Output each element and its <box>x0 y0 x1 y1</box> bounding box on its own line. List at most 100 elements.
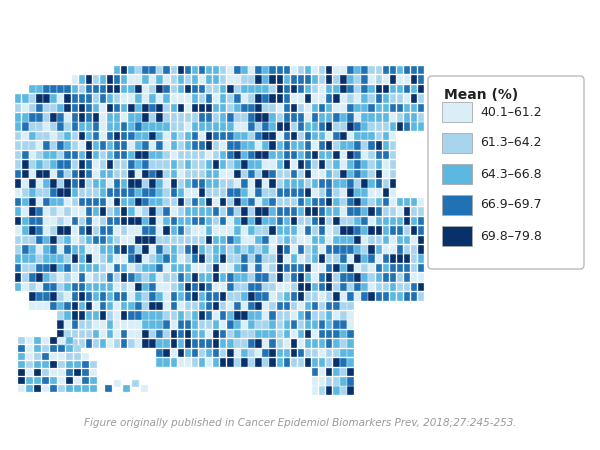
Bar <box>58 104 64 112</box>
Bar <box>333 141 340 150</box>
Bar <box>340 311 347 320</box>
Bar <box>397 292 403 301</box>
Bar <box>368 141 375 150</box>
Bar <box>163 75 170 84</box>
Bar <box>418 104 424 112</box>
Bar <box>50 245 57 253</box>
Bar <box>319 122 325 131</box>
Bar <box>347 235 353 244</box>
Bar <box>248 122 255 131</box>
Bar <box>58 151 64 159</box>
Bar <box>50 369 57 376</box>
Bar <box>142 283 149 291</box>
Bar <box>107 160 113 169</box>
Bar <box>157 132 163 140</box>
Bar <box>256 264 262 272</box>
Bar <box>206 179 212 188</box>
Bar <box>227 254 233 263</box>
Bar <box>389 160 396 169</box>
Bar <box>178 292 184 301</box>
Bar <box>170 302 177 310</box>
Bar <box>185 264 191 272</box>
Bar <box>256 349 262 357</box>
Bar <box>277 339 283 348</box>
Bar <box>397 198 403 207</box>
Bar <box>220 160 226 169</box>
Bar <box>29 302 35 310</box>
Bar <box>340 235 347 244</box>
Bar <box>149 302 156 310</box>
Bar <box>418 113 424 122</box>
Bar <box>269 254 276 263</box>
Bar <box>43 151 50 159</box>
Bar <box>213 226 220 235</box>
Bar <box>86 132 92 140</box>
Bar <box>234 339 241 348</box>
Bar <box>361 217 368 225</box>
Bar <box>26 345 33 352</box>
Bar <box>114 330 121 338</box>
Bar <box>170 122 177 131</box>
Bar <box>157 217 163 225</box>
Bar <box>58 292 64 301</box>
Bar <box>170 339 177 348</box>
Bar <box>256 302 262 310</box>
Bar <box>256 75 262 84</box>
Bar <box>29 283 35 291</box>
Bar <box>199 273 205 282</box>
Bar <box>248 235 255 244</box>
Bar <box>50 302 57 310</box>
Bar <box>277 85 283 93</box>
Bar <box>319 245 325 253</box>
Bar <box>114 273 121 282</box>
Bar <box>74 377 81 384</box>
Bar <box>149 151 156 159</box>
Bar <box>340 387 347 395</box>
Bar <box>220 151 226 159</box>
Bar <box>170 330 177 338</box>
Bar <box>114 339 121 348</box>
Bar <box>383 113 389 122</box>
Bar <box>149 273 156 282</box>
Bar <box>121 283 127 291</box>
Bar <box>71 320 78 329</box>
Bar <box>15 160 22 169</box>
Bar <box>397 85 403 93</box>
Bar <box>105 385 112 392</box>
Bar <box>234 235 241 244</box>
Bar <box>163 66 170 74</box>
Bar <box>277 273 283 282</box>
Bar <box>347 132 353 140</box>
Bar <box>305 132 311 140</box>
Bar <box>86 151 92 159</box>
Bar <box>361 198 368 207</box>
Bar <box>79 170 85 178</box>
Bar <box>58 369 65 376</box>
Bar <box>213 113 220 122</box>
Bar <box>411 292 417 301</box>
Bar <box>241 330 248 338</box>
Bar <box>107 104 113 112</box>
Bar <box>114 311 121 320</box>
Bar <box>79 85 85 93</box>
Bar <box>326 207 332 216</box>
Bar <box>411 245 417 253</box>
Bar <box>411 217 417 225</box>
Bar <box>227 292 233 301</box>
Bar <box>192 66 198 74</box>
Bar <box>100 273 106 282</box>
Bar <box>262 198 269 207</box>
Bar <box>15 207 22 216</box>
Bar <box>15 226 22 235</box>
Bar <box>26 337 33 344</box>
Bar <box>192 122 198 131</box>
Bar <box>18 345 25 352</box>
Bar <box>121 104 127 112</box>
Bar <box>58 207 64 216</box>
Bar <box>93 330 99 338</box>
Bar <box>163 320 170 329</box>
Bar <box>157 264 163 272</box>
Bar <box>355 170 361 178</box>
Bar <box>277 104 283 112</box>
Bar <box>71 160 78 169</box>
